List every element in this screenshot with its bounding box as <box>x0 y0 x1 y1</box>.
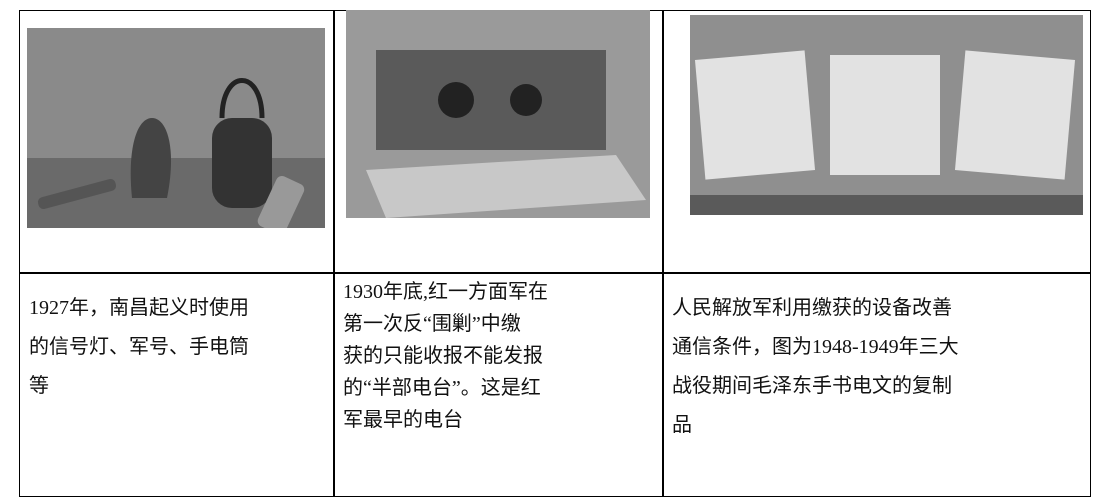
caption: 人民解放军利用缴获的设备改善 通信条件，图为1948-1949年三大 战役期间毛泽东… <box>672 289 959 445</box>
table-cell <box>662 10 1091 274</box>
caption-line: 1930年底,红一方面军在 <box>343 281 548 303</box>
caption: 1930年底,红一方面军在 第一次反“围剿”中缴 获的只能收报不能发报 的“半部电台”… <box>343 276 548 436</box>
caption-line: 第一次反“围剿”中缴 <box>343 313 521 335</box>
caption-line: 通信条件，图为1948-1949年三大 <box>672 336 959 358</box>
caption-line: 等 <box>29 375 49 397</box>
caption-line: 军最早的电台 <box>343 409 463 431</box>
caption-line: 1927年，南昌起义时使用 <box>29 297 249 319</box>
caption-line: 品 <box>672 414 692 436</box>
caption-line: 人民解放军利用缴获的设备改善 <box>672 297 952 319</box>
caption-line: 获的只能收报不能发报 <box>343 345 543 367</box>
caption: 1927年，南昌起义时使用 的信号灯、军号、手电筒等 <box>29 289 249 406</box>
photo-telegrams <box>690 15 1083 215</box>
photo-radio <box>346 10 650 218</box>
photo-signal-lamp <box>27 28 325 228</box>
table-cell <box>19 10 335 274</box>
caption-line: 战役期间毛泽东手书电文的复制 <box>672 375 952 397</box>
caption-line: 的信号灯、军号、手电筒 <box>29 336 249 358</box>
caption-line: 的“半部电台”。这是红 <box>343 377 541 399</box>
